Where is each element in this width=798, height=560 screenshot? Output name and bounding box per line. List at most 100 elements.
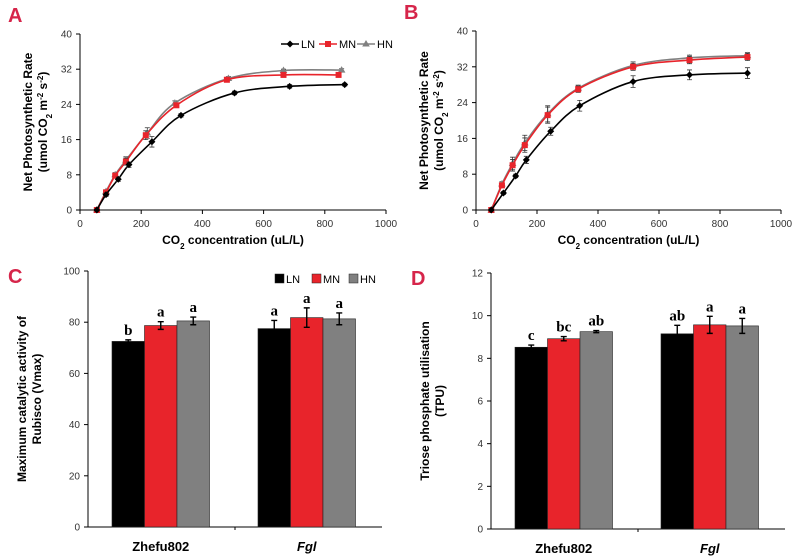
bar-MN xyxy=(290,317,324,528)
data-point xyxy=(630,63,637,70)
data-point xyxy=(629,78,637,86)
y-tick-label: 40 xyxy=(61,30,73,41)
y-axis-label-line: Rubisco (Vmax) xyxy=(30,354,44,445)
y-tick-label: 40 xyxy=(457,27,469,38)
error-bar xyxy=(560,335,567,342)
series-MN xyxy=(93,71,342,213)
legend-label: MN xyxy=(323,274,340,286)
bar-LN xyxy=(660,333,694,530)
data-point xyxy=(173,102,180,109)
x-tick-label: 400 xyxy=(194,219,211,230)
x-tick-label: 0 xyxy=(473,219,479,230)
data-point xyxy=(521,142,528,149)
error-bar xyxy=(157,320,164,331)
bar-MN xyxy=(693,324,727,530)
error-bar xyxy=(528,344,535,351)
y-tick-label: 24 xyxy=(61,100,73,111)
significance-letter: bc xyxy=(556,320,571,336)
legend-item-LN: LN xyxy=(274,273,300,286)
error-bar xyxy=(271,319,278,338)
y-tick-label: 32 xyxy=(457,62,469,73)
y-axis-label-line: Triose phosphate utilisation xyxy=(418,321,432,480)
error-bar xyxy=(303,307,310,329)
data-point xyxy=(286,82,294,90)
data-point xyxy=(509,162,516,169)
x-tick-label: 1000 xyxy=(770,219,793,230)
data-point xyxy=(498,182,505,189)
y-axis-label-line: (TPU) xyxy=(433,385,447,417)
data-point xyxy=(231,89,239,97)
y-tick-label: 0 xyxy=(462,206,468,217)
y-axis-label-line: Maximum catalytic activity of xyxy=(15,315,29,482)
legend-item-MN: MN xyxy=(319,39,356,51)
error-bar xyxy=(125,339,132,344)
y-tick-label: 60 xyxy=(69,369,81,380)
y-tick-label: 4 xyxy=(477,439,483,450)
data-point xyxy=(286,40,294,48)
y-tick-label: 40 xyxy=(69,420,81,431)
y-axis-label-line: (umol CO2 m-2 s-2) xyxy=(36,72,54,173)
x-tick-label: 200 xyxy=(529,219,546,230)
bar-LN xyxy=(514,346,548,530)
y-axis-label: Triose phosphate utilisation (TPU) xyxy=(418,321,447,480)
significance-letter: ab xyxy=(669,308,685,324)
panel-label-A: A xyxy=(8,5,22,27)
panel-label-C: C xyxy=(8,266,22,288)
data-point xyxy=(337,66,346,73)
y-tick-label: 8 xyxy=(477,354,483,365)
y-tick-label: 100 xyxy=(63,267,80,278)
bar-MN xyxy=(547,338,581,530)
legend-label: HN xyxy=(360,274,376,286)
category-label: Fgl xyxy=(700,541,720,556)
panel-label-B: B xyxy=(404,2,418,24)
data-point xyxy=(102,191,110,199)
data-point xyxy=(148,138,156,146)
data-point xyxy=(142,132,149,139)
legend-item-LN: LN xyxy=(281,39,315,51)
y-axis-label-line: Net Photosynthetic Rate xyxy=(21,52,35,191)
data-point xyxy=(335,71,342,78)
y-axis-label-line: (umol CO2 m-2 s-2) xyxy=(432,70,450,171)
y-axis-label: Maximum catalytic activity of Rubisco (Vm… xyxy=(15,315,44,482)
error-bar xyxy=(706,315,713,335)
error-bar xyxy=(674,324,681,344)
data-point xyxy=(125,161,133,169)
y-tick-label: 0 xyxy=(477,525,483,536)
data-point xyxy=(512,172,520,180)
bar-MN xyxy=(144,325,178,528)
data-point xyxy=(362,40,370,47)
data-point xyxy=(522,156,530,164)
series-line xyxy=(96,68,342,211)
y-tick-label: 20 xyxy=(69,471,81,482)
legend-item-HN: HN xyxy=(357,39,393,51)
y-tick-label: 0 xyxy=(66,206,72,217)
data-point xyxy=(575,86,582,93)
significance-letter: ab xyxy=(588,314,604,330)
series-HN xyxy=(487,51,752,213)
series-line xyxy=(490,56,748,211)
x-axis-label: CO2 concentration (uL/L) xyxy=(558,233,700,251)
data-point xyxy=(499,189,507,197)
data-point xyxy=(325,41,331,47)
data-point xyxy=(280,71,287,78)
y-axis-label: Net Photosynthetic Rate (umol CO2 m-2 s-2… xyxy=(21,52,54,191)
data-point xyxy=(93,206,101,214)
significance-letter: b xyxy=(124,323,132,339)
data-point xyxy=(744,53,751,60)
bar-HN xyxy=(176,320,210,528)
error-bar xyxy=(336,312,343,326)
y-tick-label: 0 xyxy=(74,523,80,534)
x-tick-label: 1000 xyxy=(375,219,398,230)
series-LN xyxy=(487,67,751,214)
significance-letter: a xyxy=(271,303,279,319)
significance-letter: a xyxy=(303,291,311,307)
series-line xyxy=(96,73,339,211)
y-tick-label: 80 xyxy=(69,318,81,329)
category-label: Zhefu802 xyxy=(132,539,189,554)
y-tick-label: 8 xyxy=(66,170,72,181)
data-point xyxy=(487,206,495,214)
data-point xyxy=(279,66,288,74)
legend-label: LN xyxy=(286,274,300,286)
data-point xyxy=(547,127,555,135)
